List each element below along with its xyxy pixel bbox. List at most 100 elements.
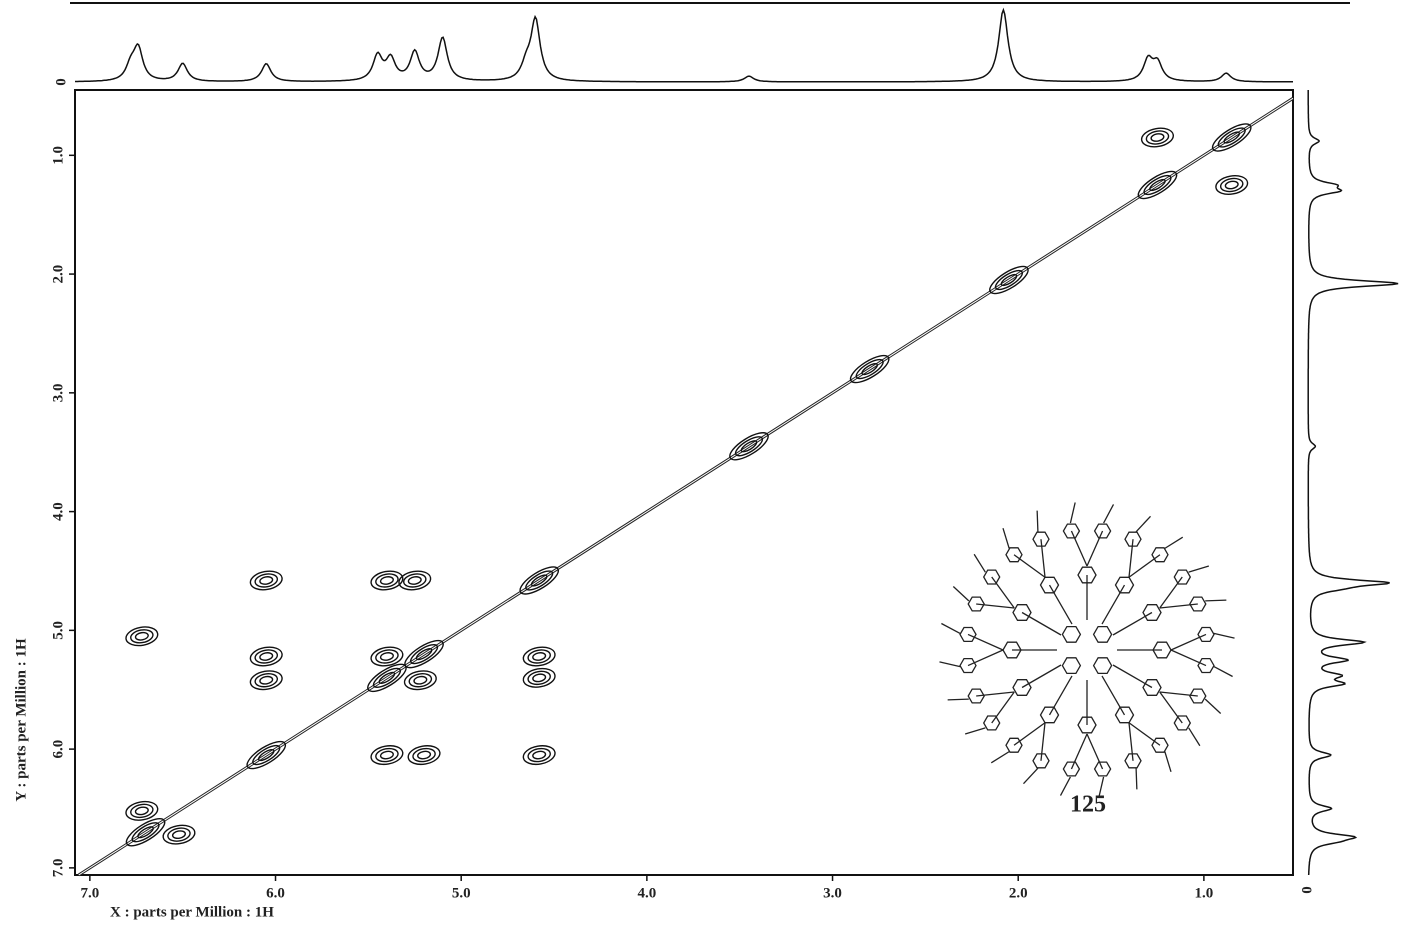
bond xyxy=(1013,722,1046,746)
contour xyxy=(375,747,399,763)
ring xyxy=(967,596,985,612)
contour xyxy=(527,670,551,686)
x-axis-label: X : parts per Million : 1H xyxy=(110,904,274,920)
contour xyxy=(855,358,884,380)
contour xyxy=(137,826,154,839)
contour xyxy=(249,646,283,667)
x-tick-label: 1.0 xyxy=(1195,885,1214,901)
contour xyxy=(252,744,281,766)
contour xyxy=(1224,180,1239,190)
contour xyxy=(740,440,758,453)
bond xyxy=(1135,515,1151,533)
contour xyxy=(1219,177,1244,193)
bond xyxy=(1164,751,1172,773)
x-tick-label: 6.0 xyxy=(266,885,285,901)
ring xyxy=(1124,753,1142,769)
contour xyxy=(1215,175,1249,195)
bond xyxy=(1128,722,1134,761)
bond xyxy=(1040,539,1046,578)
contour xyxy=(254,673,279,688)
bond xyxy=(1098,776,1105,798)
contour xyxy=(259,652,274,661)
ring xyxy=(1039,576,1060,594)
x-tick-label: 4.0 xyxy=(637,885,656,901)
ring xyxy=(1142,604,1162,621)
contour xyxy=(1217,127,1246,148)
bond xyxy=(1112,611,1153,636)
contour xyxy=(1211,123,1252,152)
ring xyxy=(1189,688,1207,704)
bond xyxy=(1213,666,1233,678)
contour xyxy=(522,667,556,688)
contour xyxy=(134,806,149,816)
contour xyxy=(379,750,394,760)
bond xyxy=(1086,530,1104,567)
contour xyxy=(729,432,769,461)
bond xyxy=(990,751,1010,764)
plot-frame xyxy=(74,89,1294,876)
bond xyxy=(1070,733,1088,770)
contour xyxy=(370,745,404,766)
bond xyxy=(991,691,1015,724)
ring xyxy=(1077,716,1097,734)
contour xyxy=(249,570,283,591)
bond xyxy=(947,698,969,701)
diagonal xyxy=(78,97,1294,876)
ring xyxy=(1197,626,1215,643)
molecule xyxy=(939,502,1235,798)
contour xyxy=(249,670,283,691)
bond xyxy=(1188,565,1210,573)
contour xyxy=(130,629,154,644)
ring xyxy=(1092,625,1113,643)
ring xyxy=(1062,761,1081,777)
contour xyxy=(1223,131,1241,144)
ring xyxy=(967,688,985,704)
bond xyxy=(973,553,986,573)
bond xyxy=(1048,584,1073,625)
contour xyxy=(532,750,547,760)
bond xyxy=(1002,527,1010,549)
contour xyxy=(375,573,399,588)
bond xyxy=(941,622,961,634)
contour xyxy=(259,675,274,685)
contour xyxy=(125,626,159,647)
contour xyxy=(527,747,551,763)
ring xyxy=(1032,531,1050,547)
bond xyxy=(1128,554,1161,578)
contour xyxy=(379,652,394,661)
ring xyxy=(1197,657,1215,674)
compound-label: 125 xyxy=(1070,792,1106,818)
contour xyxy=(407,745,441,766)
bond xyxy=(1070,530,1088,567)
bond xyxy=(1021,664,1062,689)
bond xyxy=(1059,776,1071,796)
ring xyxy=(1152,641,1172,659)
contour xyxy=(171,830,187,840)
ring xyxy=(1061,625,1082,643)
contour xyxy=(412,747,436,763)
contour xyxy=(527,649,551,664)
contour xyxy=(1145,130,1170,145)
ring xyxy=(1124,531,1142,547)
contour xyxy=(125,818,166,847)
contour xyxy=(407,576,422,585)
bond xyxy=(976,603,1015,609)
bond xyxy=(1086,733,1104,770)
bond xyxy=(1112,664,1153,689)
ring xyxy=(1151,737,1169,753)
contour xyxy=(1140,127,1174,148)
contour xyxy=(522,646,556,667)
y-tick-label: 6.0 xyxy=(50,740,66,759)
bond xyxy=(1036,510,1039,532)
bond xyxy=(1103,504,1115,524)
bond xyxy=(939,661,961,668)
x-tick-label: 2.0 xyxy=(1009,885,1028,901)
contour xyxy=(125,800,159,821)
contour xyxy=(734,436,764,457)
bond xyxy=(1164,536,1184,549)
bond xyxy=(1159,691,1183,724)
contour xyxy=(131,822,160,843)
ring xyxy=(1005,737,1023,753)
ring xyxy=(1005,547,1023,563)
x-tick-label: 7.0 xyxy=(80,885,99,901)
